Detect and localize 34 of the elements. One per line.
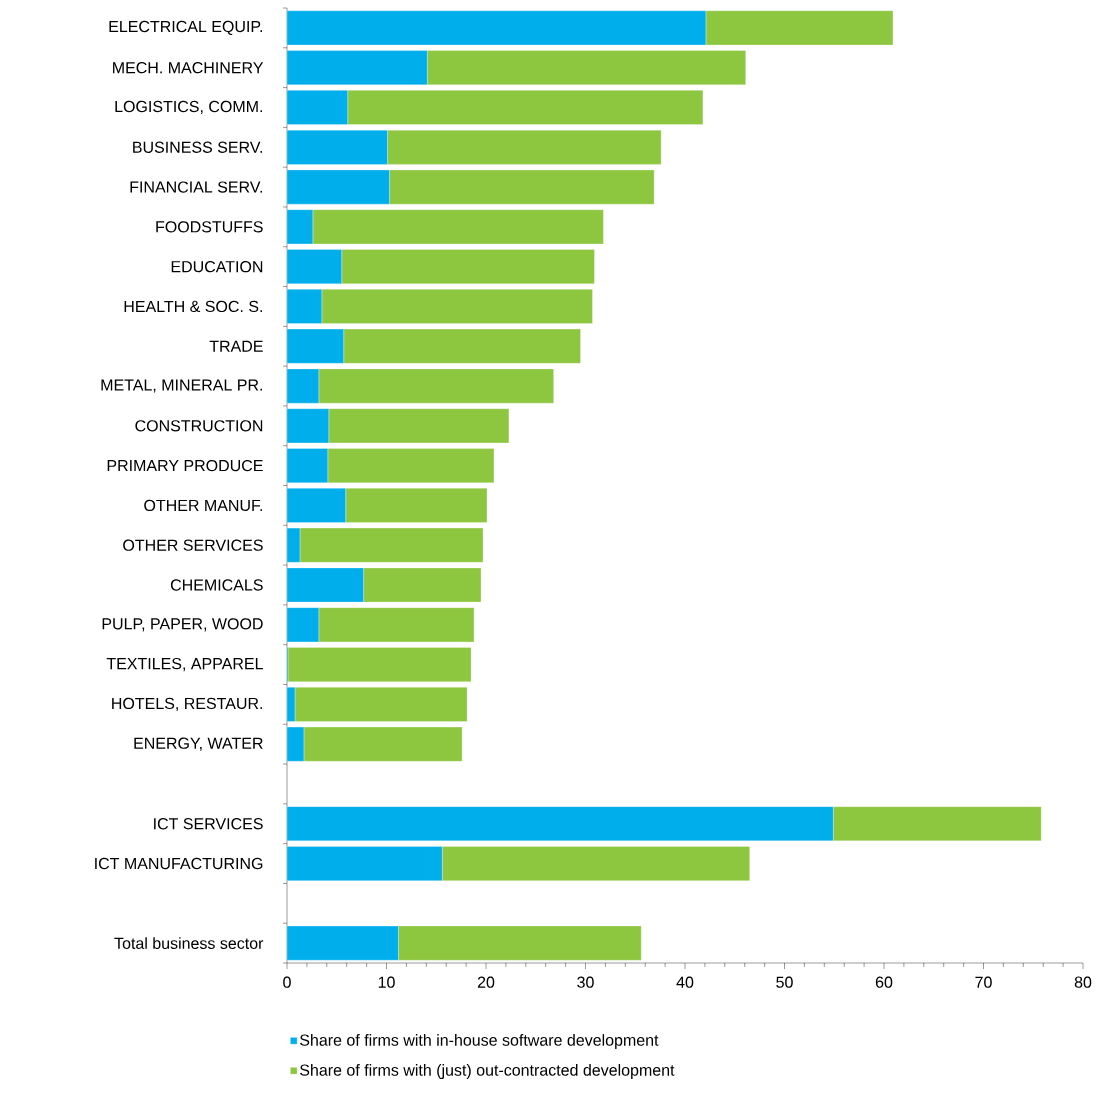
x-tick-label: 0 [283, 976, 291, 988]
y-tick-label: Total business sector [114, 937, 264, 949]
legend-label: Share of firms with (just) out-contracted development [300, 1064, 675, 1079]
y-tick-label: HOTELS, RESTAUR. [112, 697, 263, 711]
bar [287, 647, 472, 682]
y-tick-label: ELECTRICAL EQUIP. [109, 20, 262, 35]
y-tick-label: ICT SERVICES [154, 818, 263, 830]
y-tick-label: MECH. MACHINERY [113, 62, 264, 74]
y-tick-label: LOGISTICS, COMM. [115, 100, 263, 115]
x-tick-label: 60 [875, 976, 893, 988]
x-tick-label: 70 [975, 976, 992, 988]
y-tick-label: ENERGY, WATER [134, 737, 263, 751]
y-tick-label: FINANCIAL SERV. [130, 181, 262, 193]
legend-label: Share of firms with in-house software development [300, 1034, 659, 1049]
y-tick-label: BUSINESS SERV. [133, 141, 262, 153]
y-tick-label: EDUCATION [171, 260, 263, 273]
x-tick-label: 10 [378, 976, 395, 988]
y-tick-label: CONSTRUCTION [135, 420, 263, 432]
y-tick-label: ICT MANUFACTURING [95, 857, 263, 870]
y-tick-label: HEALTH & SOC. S. [124, 300, 262, 313]
y-tick-label: PRIMARY PRODUCE [107, 459, 263, 472]
y-tick-label: CHEMICALS [170, 579, 263, 591]
y-tick-label: TEXTILES, APPAREL [106, 657, 263, 672]
y-tick-label: OTHER SERVICES [123, 539, 263, 551]
y-tick-label: OTHER MANUF. [144, 499, 263, 512]
x-tick-label: 40 [676, 976, 694, 988]
x-tick-label: 50 [776, 976, 793, 988]
x-tick-label: 20 [477, 976, 495, 988]
x-tick-label: 30 [577, 976, 594, 988]
y-tick-label: FOODSTUFFS [156, 221, 263, 233]
y-tick-label: PULP, PAPER, WOOD [102, 618, 263, 632]
y-tick-label: METAL, MINERAL PR. [101, 379, 262, 393]
y-tick-label: TRADE [209, 340, 263, 352]
x-tick-label: 80 [1074, 976, 1092, 988]
